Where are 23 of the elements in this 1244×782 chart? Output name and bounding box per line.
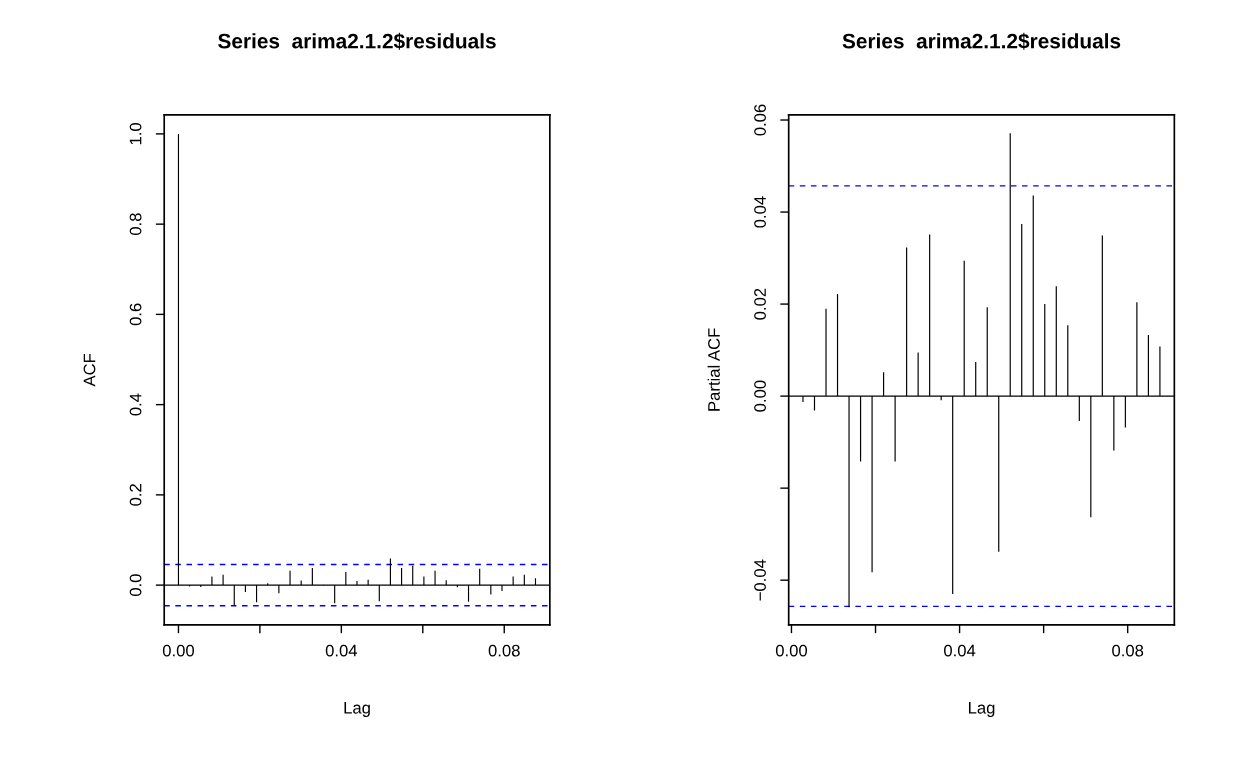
- y-tick-label: 0.00: [754, 380, 766, 412]
- x-tick-label: 0.00: [162, 644, 195, 657]
- x-axis-title: Lag: [344, 702, 370, 717]
- x-axis-title: Lag: [968, 702, 995, 717]
- chart-title: Series arima2.1.2$residuals: [218, 32, 496, 50]
- y-tick-label: 0.04: [754, 196, 766, 228]
- y-tick-label: 0.6: [129, 303, 142, 326]
- x-tick-label: 0.08: [1112, 644, 1144, 657]
- y-tick-label: 0.4: [129, 393, 142, 416]
- y-axis-title: Partial ACF: [707, 328, 720, 411]
- x-tick-label: 0.04: [944, 644, 976, 657]
- y-axis-title: ACF: [83, 353, 96, 387]
- y-tick-label: 1.0: [129, 122, 142, 145]
- y-tick-label: −0.04: [754, 559, 766, 601]
- chart-title: Series arima2.1.2$residuals: [842, 32, 1121, 50]
- y-tick-label: 0.8: [129, 213, 142, 236]
- y-tick-label: 0.02: [754, 288, 766, 320]
- y-tick-label: 0.0: [129, 574, 142, 597]
- y-tick-label: 0.06: [754, 104, 766, 136]
- x-tick-label: 0.04: [325, 644, 358, 657]
- y-tick-label: 0.2: [129, 484, 142, 506]
- x-tick-label: 0.00: [775, 644, 808, 657]
- x-tick-label: 0.08: [488, 644, 520, 657]
